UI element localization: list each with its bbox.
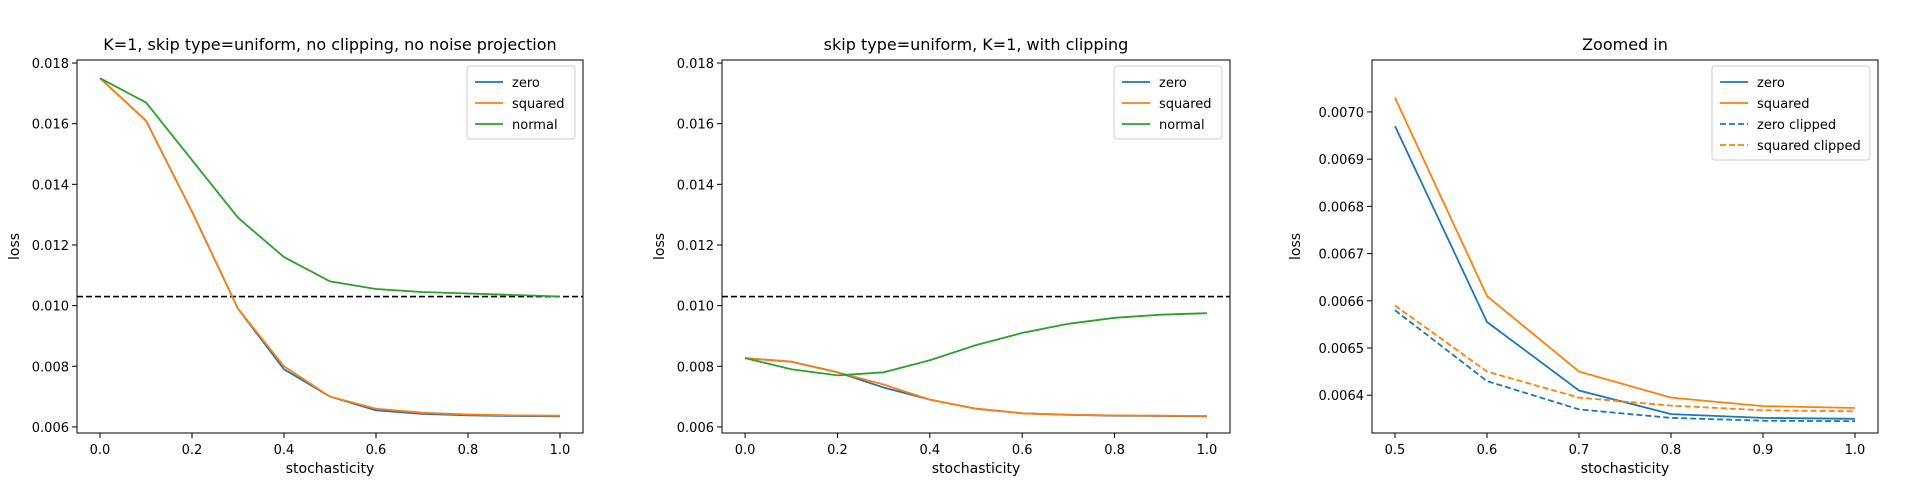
y-tick-label: 0.0067	[1319, 248, 1365, 263]
y-tick-label: 0.016	[32, 118, 69, 133]
legend: zero squared zero clipped squared clipped	[1711, 65, 1871, 161]
x-axis-label: stochasticity	[286, 461, 375, 477]
x-tick-label: 1.0	[1197, 443, 1218, 458]
legend-label: zero clipped	[1757, 118, 1836, 133]
plot-area	[1394, 97, 1856, 423]
series-line-normal	[744, 312, 1207, 377]
x-tick-label: 0.6	[366, 443, 387, 458]
x-tick-label: 0.2	[827, 443, 848, 458]
y-tick-label: 0.006	[677, 421, 714, 436]
series-line-squared	[1394, 97, 1856, 409]
x-tick-label: 0.0	[735, 443, 756, 458]
y-tick-label: 0.0069	[1319, 153, 1365, 168]
series-line-squared	[99, 77, 561, 417]
chart-title: skip type=uniform, K=1, with clipping	[824, 35, 1129, 54]
chart-3: Zoomed in 0.5 0.6 0.7 0.8 0.9 1.0 0.0064 0.0065 0…	[1288, 35, 1879, 477]
y-axis-label: loss	[1288, 233, 1304, 260]
series-line-normal	[99, 77, 561, 298]
y-tick-label: 0.010	[677, 300, 714, 315]
x-tick-label: 0.4	[274, 443, 295, 458]
y-tick-label: 0.0068	[1319, 200, 1365, 215]
legend-label: normal	[1159, 118, 1205, 133]
y-tick-label: 0.008	[677, 360, 714, 375]
legend: zero squared normal	[466, 65, 576, 140]
plot-area	[77, 77, 583, 418]
axes-frame	[1371, 59, 1879, 434]
x-axis-label: stochasticity	[1581, 461, 1670, 477]
y-tick-label: 0.016	[677, 118, 714, 133]
x-tick-label: 0.7	[1569, 443, 1590, 458]
y-axis-label: loss	[7, 233, 23, 260]
legend-label: zero	[1757, 76, 1785, 91]
legend-frame	[1113, 65, 1223, 140]
y-tick-label: 0.006	[32, 421, 69, 436]
legend-label: squared	[512, 97, 565, 112]
series-line-squared	[745, 357, 1207, 417]
y-tick-label: 0.010	[32, 300, 69, 315]
y-tick-label: 0.018	[32, 57, 69, 72]
legend-label: squared	[1159, 97, 1212, 112]
chart-title: Zoomed in	[1582, 35, 1668, 54]
y-axis-label: loss	[652, 233, 668, 260]
y-tick-label: 0.012	[32, 239, 69, 254]
y-tick-label: 0.018	[677, 57, 714, 72]
axes-frame	[76, 59, 584, 434]
legend-label: normal	[512, 118, 558, 133]
y-tick-label: 0.012	[677, 239, 714, 254]
y-tick-label: 0.0066	[1319, 295, 1365, 310]
x-tick-label: 0.8	[1661, 443, 1682, 458]
legend: zero squared normal	[1113, 65, 1223, 140]
x-tick-label: 0.6	[1012, 443, 1033, 458]
y-tick-label: 0.0064	[1319, 389, 1365, 404]
x-tick-label: 1.0	[550, 443, 571, 458]
chart-2: skip type=uniform, K=1, with clipping 0.0…	[652, 35, 1231, 477]
y-tick-label: 0.0070	[1319, 106, 1365, 121]
x-axis-label: stochasticity	[932, 461, 1021, 477]
x-tick-label: 0.5	[1385, 443, 1406, 458]
series-line-zero-clipped	[1394, 309, 1856, 423]
x-tick-label: 0.2	[182, 443, 203, 458]
legend-frame	[1711, 65, 1871, 161]
legend-frame	[466, 65, 576, 140]
series-line-zero	[1394, 125, 1856, 420]
axes-frame	[721, 59, 1231, 434]
chart-1: K=1, skip type=uniform, no clipping, no …	[7, 35, 584, 477]
x-tick-label: 0.9	[1753, 443, 1774, 458]
x-tick-label: 0.8	[458, 443, 479, 458]
legend-label: squared	[1757, 97, 1810, 112]
y-tick-label: 0.014	[32, 178, 69, 193]
x-tick-label: 0.8	[1104, 443, 1125, 458]
legend-label: squared clipped	[1757, 139, 1861, 154]
chart-title: K=1, skip type=uniform, no clipping, no …	[103, 35, 556, 54]
y-tick-label: 0.0065	[1319, 342, 1365, 357]
series-line-squared-clipped	[1394, 304, 1856, 413]
legend-label: zero	[512, 76, 540, 91]
x-tick-label: 0.0	[90, 443, 111, 458]
legend-label: zero	[1159, 76, 1187, 91]
x-tick-label: 0.4	[919, 443, 940, 458]
x-tick-label: 0.6	[1477, 443, 1498, 458]
x-tick-label: 1.0	[1845, 443, 1866, 458]
y-tick-label: 0.008	[32, 360, 69, 375]
y-tick-label: 0.014	[677, 178, 714, 193]
plot-area	[722, 295, 1230, 418]
